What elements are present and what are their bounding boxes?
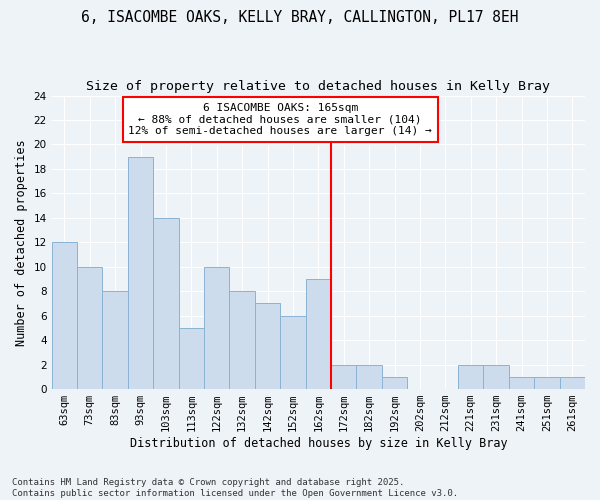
Bar <box>103 291 128 389</box>
Bar <box>52 242 77 389</box>
Bar <box>305 279 331 389</box>
Bar <box>382 377 407 389</box>
Text: 6, ISACOMBE OAKS, KELLY BRAY, CALLINGTON, PL17 8EH: 6, ISACOMBE OAKS, KELLY BRAY, CALLINGTON… <box>81 10 519 25</box>
Bar <box>331 364 356 389</box>
Bar <box>534 377 560 389</box>
Bar <box>458 364 484 389</box>
Bar <box>356 364 382 389</box>
Bar <box>77 267 103 389</box>
Bar <box>255 304 280 389</box>
Bar <box>229 291 255 389</box>
Bar <box>179 328 204 389</box>
Text: 6 ISACOMBE OAKS: 165sqm
← 88% of detached houses are smaller (104)
12% of semi-d: 6 ISACOMBE OAKS: 165sqm ← 88% of detache… <box>128 103 432 136</box>
X-axis label: Distribution of detached houses by size in Kelly Bray: Distribution of detached houses by size … <box>130 437 507 450</box>
Title: Size of property relative to detached houses in Kelly Bray: Size of property relative to detached ho… <box>86 80 550 93</box>
Y-axis label: Number of detached properties: Number of detached properties <box>15 139 28 346</box>
Bar <box>509 377 534 389</box>
Bar <box>484 364 509 389</box>
Bar <box>204 267 229 389</box>
Bar <box>153 218 179 389</box>
Bar <box>560 377 585 389</box>
Bar <box>128 156 153 389</box>
Text: Contains HM Land Registry data © Crown copyright and database right 2025.
Contai: Contains HM Land Registry data © Crown c… <box>12 478 458 498</box>
Bar <box>280 316 305 389</box>
